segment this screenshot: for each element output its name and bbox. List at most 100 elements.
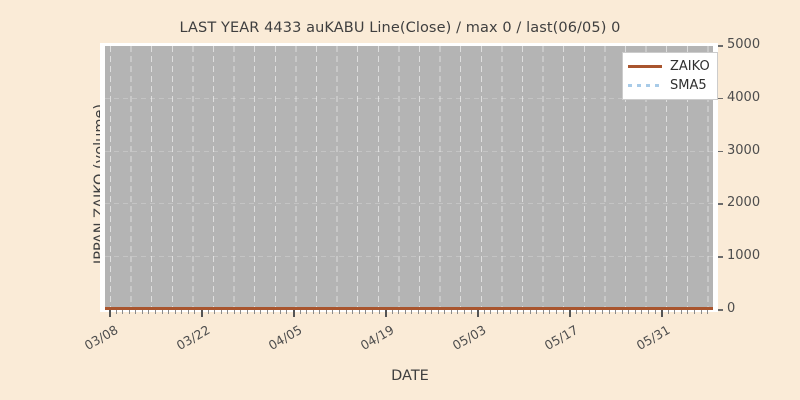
x-axis-minor-tick — [247, 310, 249, 314]
x-axis-minor-tick — [339, 310, 341, 314]
x-axis-minor-tick — [503, 310, 505, 314]
x-axis-minor-tick — [431, 310, 433, 314]
y-tick-mark — [718, 97, 723, 100]
x-axis-minor-tick — [233, 310, 235, 314]
x-axis-major-tick — [109, 310, 111, 317]
x-axis-minor-tick — [687, 310, 689, 314]
x-tick-label: 05/31 — [633, 322, 673, 354]
x-axis-minor-tick — [555, 310, 557, 314]
x-axis-minor-tick — [404, 310, 406, 314]
y-tick-mark — [718, 256, 723, 258]
x-axis-minor-tick — [161, 310, 163, 314]
x-axis-minor-tick — [634, 310, 636, 314]
x-axis-minor-tick — [391, 310, 393, 314]
x-axis-minor-tick — [279, 310, 281, 314]
x-axis-minor-tick — [286, 310, 288, 314]
solid-line-swatch-icon — [628, 65, 662, 68]
x-axis-minor-tick — [187, 310, 189, 314]
x-axis-minor-tick — [273, 310, 275, 314]
legend-label-zaiko: ZAIKO — [670, 59, 710, 74]
x-axis-minor-tick — [358, 310, 360, 314]
x-axis-minor-tick — [332, 310, 334, 314]
x-axis-minor-tick — [181, 310, 183, 314]
plot-area — [105, 46, 713, 310]
x-axis-minor-tick — [595, 310, 597, 314]
x-axis-minor-tick — [411, 310, 413, 314]
x-axis-minor-tick — [141, 310, 143, 314]
gridline-horizontal — [105, 150, 713, 152]
x-axis-minor-tick — [115, 310, 117, 314]
x-axis-minor-tick — [352, 310, 354, 314]
dotted-line-swatch-icon — [628, 84, 662, 87]
x-axis-minor-tick — [398, 310, 400, 314]
x-axis-minor-tick — [457, 310, 459, 314]
y-tick-mark — [718, 309, 723, 311]
y-tick-label: 0 — [727, 301, 736, 316]
x-axis-minor-tick — [648, 310, 649, 314]
x-axis-minor-tick — [529, 310, 531, 314]
x-axis-minor-tick — [437, 310, 439, 314]
chart-title: LAST YEAR 4433 auKABU Line(Close) / max … — [179, 20, 621, 36]
x-axis-minor-tick — [542, 310, 544, 314]
x-axis-major-tick — [569, 310, 571, 317]
y-axis: 0 1000 2000 3000 4000 5000 — [718, 37, 798, 316]
x-axis-minor-tick — [207, 310, 209, 314]
x-axis-minor-tick — [299, 310, 301, 314]
x-axis-minor-tick — [562, 310, 564, 314]
x-axis-minor-tick — [174, 310, 176, 314]
x-axis-minor-tick — [417, 310, 419, 314]
x-axis-minor-tick — [168, 310, 170, 314]
chart-legend[interactable]: ZAIKO SMA5 — [622, 52, 718, 100]
x-axis-minor-tick — [470, 310, 472, 314]
x-axis-minor-tick — [260, 310, 262, 314]
x-axis-minor-tick — [220, 310, 222, 314]
y-tick-label: 3000 — [727, 142, 761, 158]
x-axis-title: DATE — [391, 368, 429, 384]
y-tick-mark — [718, 45, 723, 47]
x-axis-minor-tick — [536, 310, 538, 314]
x-axis-minor-tick — [700, 310, 702, 314]
x-axis-minor-tick — [496, 310, 498, 314]
x-axis-minor-tick — [601, 310, 603, 314]
x-axis-minor-tick — [549, 310, 551, 314]
x-axis-minor-tick — [483, 310, 485, 314]
gridline-horizontal — [105, 203, 713, 205]
gridline-horizontal — [105, 256, 713, 258]
x-axis-minor-tick — [582, 310, 584, 314]
x-axis-minor-tick — [621, 310, 623, 314]
x-axis-minor-tick — [490, 310, 492, 314]
y-tick-label: 5000 — [727, 37, 761, 52]
legend-entry-zaiko[interactable]: ZAIKO — [628, 57, 710, 76]
x-axis-minor-tick — [444, 310, 446, 314]
x-axis-major-tick — [201, 310, 203, 317]
x-tick-label: 04/19 — [357, 322, 397, 354]
y-tick-mark — [718, 203, 723, 205]
x-axis-minor-tick — [450, 310, 452, 314]
x-axis-minor-tick — [674, 310, 676, 314]
x-axis-minor-tick — [306, 310, 308, 314]
x-axis-minor-tick — [194, 310, 196, 314]
x-axis-minor-tick — [680, 310, 682, 314]
x-axis-minor-tick — [135, 310, 137, 314]
y-tick-label: 2000 — [727, 195, 761, 211]
legend-label-sma5: SMA5 — [670, 78, 707, 93]
x-axis-minor-tick — [523, 310, 525, 314]
x-axis-minor-tick — [588, 310, 590, 314]
x-axis-minor-tick — [122, 310, 124, 314]
x-axis-minor-tick — [628, 310, 630, 314]
x-axis-minor-tick — [325, 310, 327, 314]
x-axis-minor-tick — [214, 310, 216, 314]
x-axis-minor-tick — [266, 310, 268, 314]
x-axis-minor-tick — [312, 310, 314, 314]
x-axis-minor-tick — [345, 310, 347, 314]
x-axis-minor-tick — [253, 310, 255, 314]
x-axis-minor-tick — [707, 310, 709, 314]
x-axis-minor-tick — [641, 310, 643, 314]
x-axis-major-tick — [293, 310, 295, 317]
x-tick-label: 04/05 — [265, 322, 305, 354]
legend-entry-sma5[interactable]: SMA5 — [628, 76, 710, 95]
x-tick-label: 03/08 — [81, 322, 121, 354]
vertical-gridline-dash-mask — [105, 46, 713, 310]
series-line-zaiko — [105, 307, 713, 310]
